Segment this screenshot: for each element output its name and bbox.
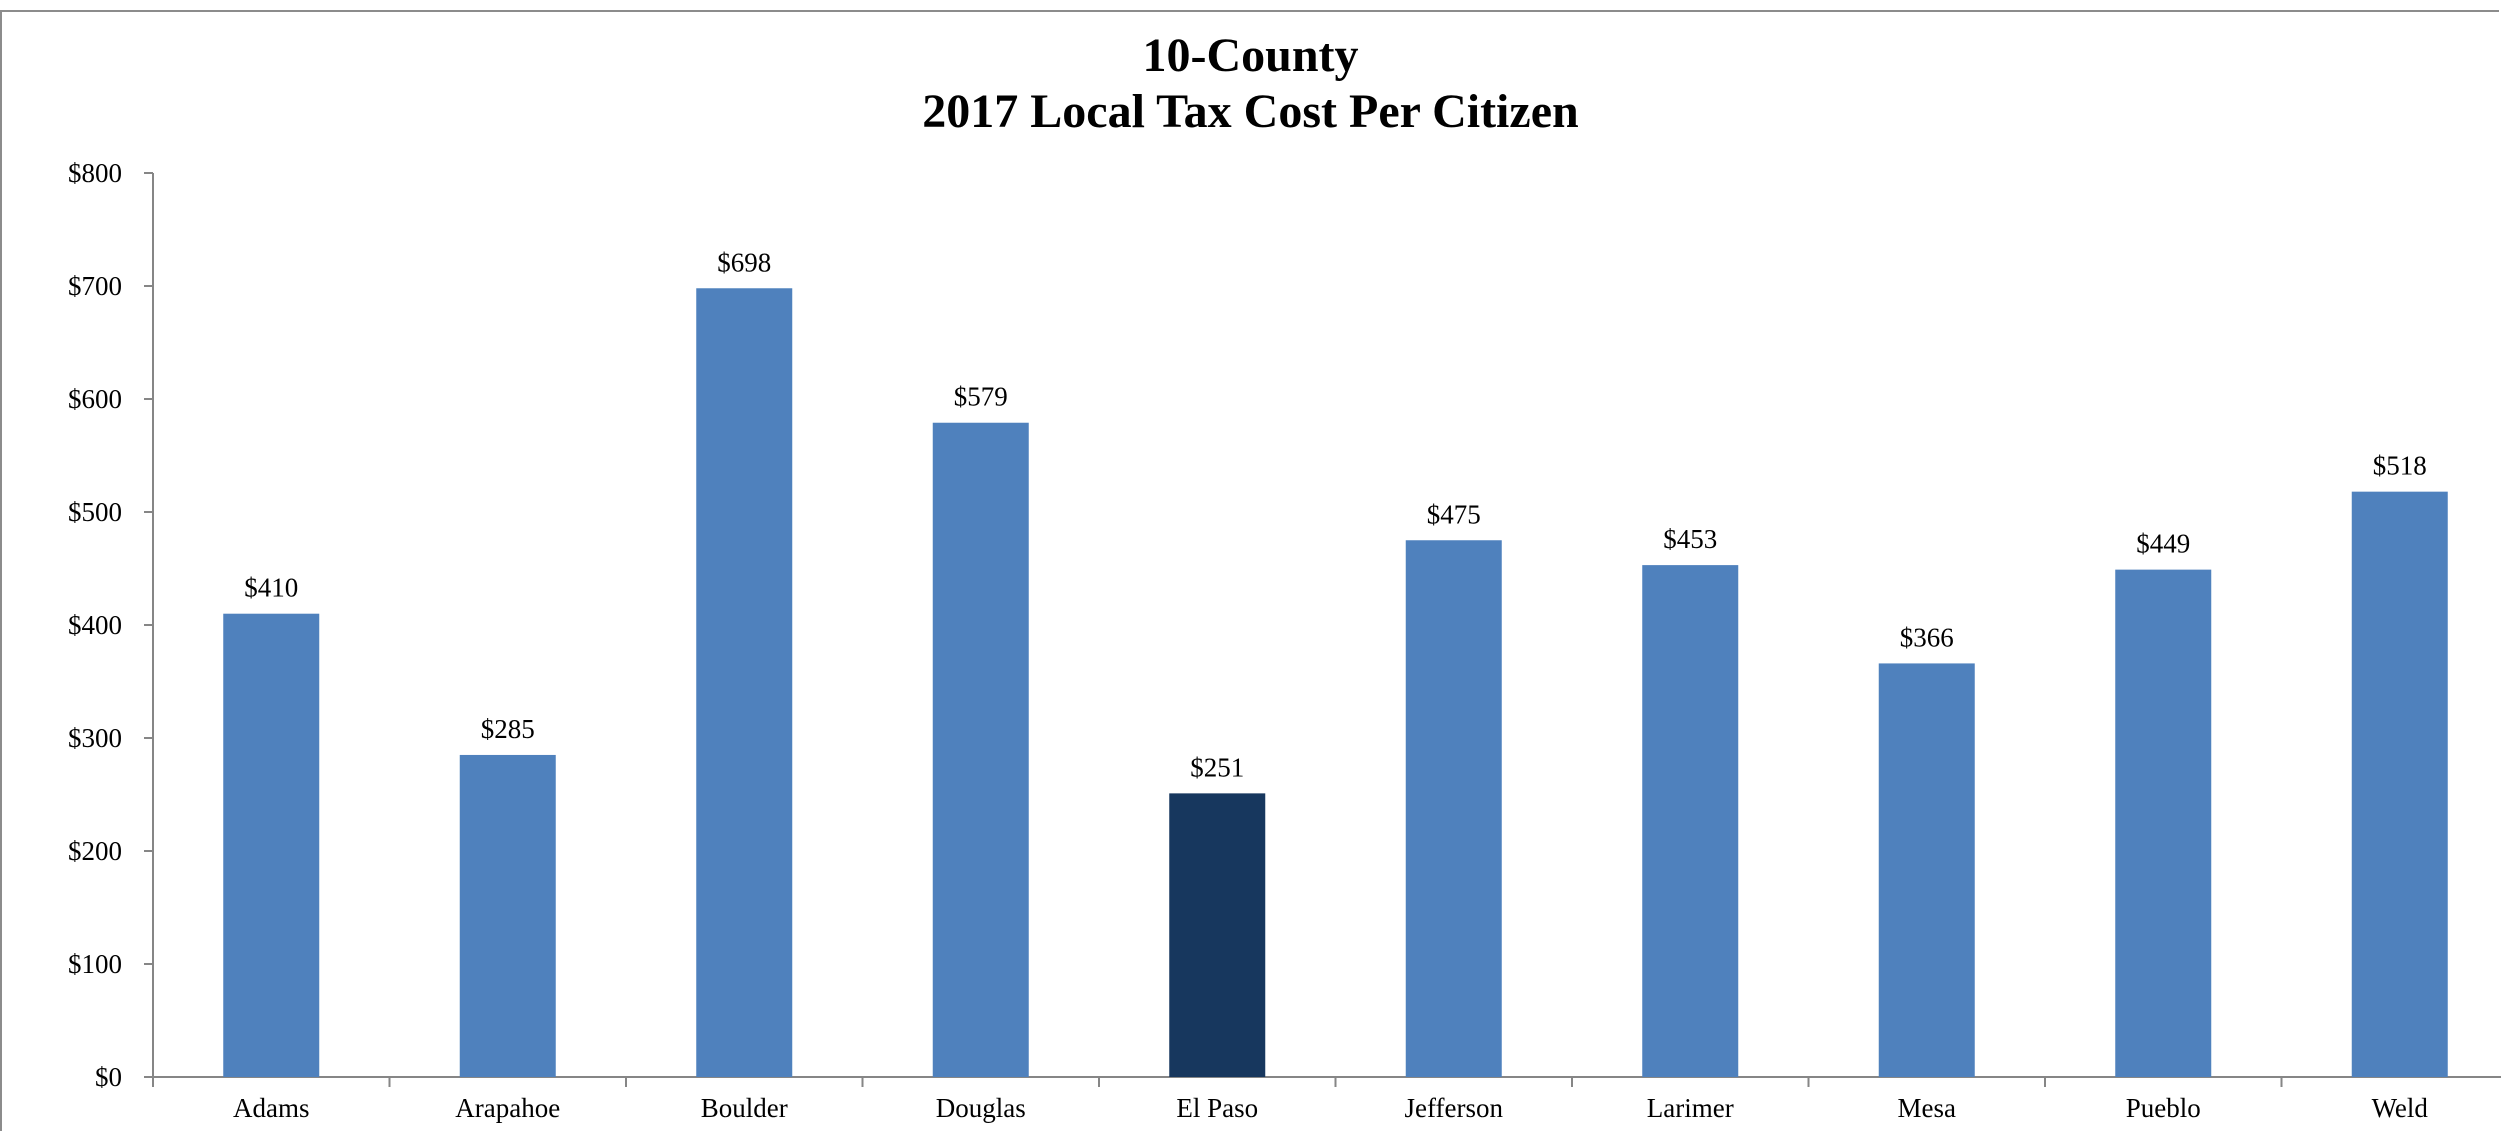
category-label: El Paso <box>1176 1093 1258 1123</box>
y-tick-label: $300 <box>68 723 122 753</box>
data-label: $410 <box>244 573 298 603</box>
chart-title: 10-County 2017 Local Tax Cost Per Citize… <box>0 28 2501 140</box>
bar-boulder <box>696 288 793 1077</box>
data-label: $285 <box>481 714 535 744</box>
y-tick-label: $800 <box>68 158 122 188</box>
data-label: $579 <box>954 382 1008 412</box>
bar-jefferson <box>1405 540 1502 1077</box>
data-label: $251 <box>1190 752 1244 782</box>
y-tick-label: $400 <box>68 610 122 640</box>
category-label: Jefferson <box>1405 1093 1504 1123</box>
y-tick-label: $600 <box>68 384 122 414</box>
bar-arapahoe <box>459 754 556 1077</box>
data-label: $475 <box>1427 499 1481 529</box>
data-label: $453 <box>1663 524 1717 554</box>
category-label: Mesa <box>1898 1093 1956 1123</box>
chart-title-line-1: 10-County <box>1142 29 1359 82</box>
chart-title-line-2: 2017 Local Tax Cost Per Citizen <box>922 85 1579 138</box>
data-label: $449 <box>2136 529 2190 559</box>
x-axis: Adams Arapahoe Boulder Douglas El Paso Jeffer… <box>152 1076 2501 1123</box>
category-label: Boulder <box>701 1093 788 1123</box>
data-label: $366 <box>1900 622 1954 652</box>
data-label: $518 <box>2373 451 2427 481</box>
y-tick-label: $0 <box>95 1062 122 1092</box>
y-tick-label: $200 <box>68 836 122 866</box>
category-label: Weld <box>2372 1093 2429 1123</box>
y-tick-label: $500 <box>68 497 122 527</box>
category-label: Pueblo <box>2126 1093 2201 1123</box>
bar-el-paso <box>1169 793 1266 1077</box>
category-label: Douglas <box>936 1093 1026 1123</box>
category-label: Larimer <box>1647 1093 1734 1123</box>
bar-adams <box>223 613 320 1077</box>
bar-pueblo <box>2115 569 2212 1077</box>
bars <box>223 288 2448 1078</box>
data-labels: $410 $285 $698 $579 $251 $475 $453 $366 $449 $518 <box>244 247 2427 782</box>
category-label: Arapahoe <box>455 1093 560 1123</box>
category-label: Adams <box>233 1093 310 1123</box>
y-tick-label: $700 <box>68 271 122 301</box>
bar-mesa <box>1878 663 1975 1077</box>
bar-weld <box>2351 491 2448 1077</box>
y-tick-label: $100 <box>68 949 122 979</box>
bar-douglas <box>932 422 1029 1078</box>
y-axis: $0 $100 $200 $300 $400 $500 $600 $700 $800 <box>68 158 154 1092</box>
data-label: $698 <box>717 247 771 277</box>
bar-larimer <box>1642 565 1739 1077</box>
